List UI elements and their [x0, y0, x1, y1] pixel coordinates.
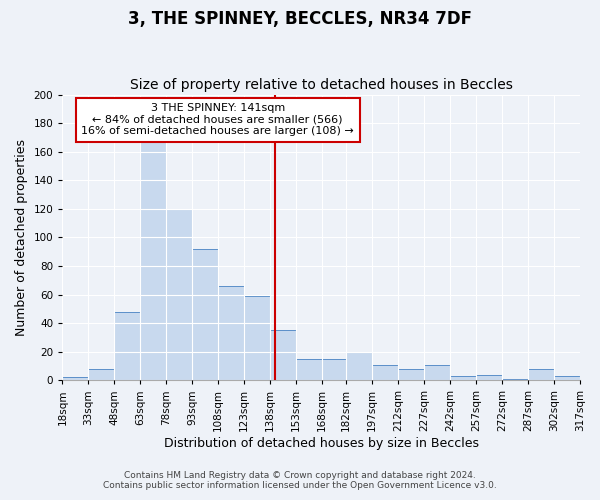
Bar	[424, 364, 450, 380]
Bar	[398, 369, 424, 380]
Bar	[166, 209, 192, 380]
Bar	[346, 352, 372, 380]
Bar	[218, 286, 244, 380]
Bar	[296, 359, 322, 380]
Text: 3, THE SPINNEY, BECCLES, NR34 7DF: 3, THE SPINNEY, BECCLES, NR34 7DF	[128, 10, 472, 28]
Text: 3 THE SPINNEY: 141sqm
← 84% of detached houses are smaller (566)
16% of semi-det: 3 THE SPINNEY: 141sqm ← 84% of detached …	[81, 103, 354, 136]
Bar	[476, 374, 502, 380]
Bar	[62, 378, 88, 380]
Bar	[450, 376, 476, 380]
Bar	[270, 330, 296, 380]
Bar	[88, 369, 114, 380]
Bar	[322, 359, 346, 380]
Bar	[140, 142, 166, 380]
Bar	[192, 249, 218, 380]
Bar	[372, 364, 398, 380]
Bar	[502, 379, 528, 380]
Text: Contains HM Land Registry data © Crown copyright and database right 2024.
Contai: Contains HM Land Registry data © Crown c…	[103, 470, 497, 490]
Bar	[528, 369, 554, 380]
Y-axis label: Number of detached properties: Number of detached properties	[15, 139, 28, 336]
Bar	[244, 296, 270, 380]
Bar	[554, 376, 580, 380]
X-axis label: Distribution of detached houses by size in Beccles: Distribution of detached houses by size …	[164, 437, 479, 450]
Bar	[114, 312, 140, 380]
Title: Size of property relative to detached houses in Beccles: Size of property relative to detached ho…	[130, 78, 512, 92]
